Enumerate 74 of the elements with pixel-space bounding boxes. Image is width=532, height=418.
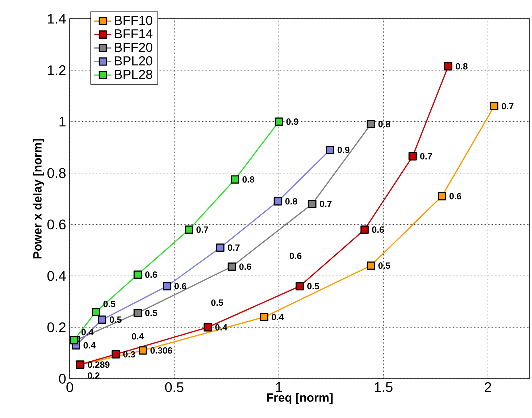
legend-label: BFF20 bbox=[115, 42, 153, 52]
annotation: 0.4 bbox=[272, 314, 284, 320]
annotation: 0.4 bbox=[84, 342, 96, 349]
annotation: 0.7 bbox=[502, 103, 514, 110]
point bbox=[134, 309, 142, 318]
point bbox=[163, 282, 172, 291]
legend-label: BFF14 bbox=[115, 30, 153, 39]
x-tick-label: 1.5 bbox=[375, 382, 393, 392]
point bbox=[112, 350, 120, 359]
point bbox=[228, 262, 236, 272]
y-tick-label: 0.8 bbox=[48, 168, 66, 178]
x-tick-label: 0.5 bbox=[165, 382, 184, 392]
y-tick-label: 1 bbox=[60, 117, 66, 127]
annotation: 0.7 bbox=[420, 153, 432, 160]
annotation: 0.4 bbox=[132, 333, 144, 340]
point bbox=[326, 146, 334, 154]
annotation: 0.7 bbox=[320, 200, 332, 208]
y-tick-label: 0.4 bbox=[48, 271, 66, 282]
annotation: 0.5 bbox=[308, 283, 320, 290]
y-tick-label: 1.4 bbox=[48, 14, 66, 24]
point bbox=[185, 226, 194, 234]
annotation: 0.9 bbox=[286, 118, 298, 126]
point bbox=[490, 102, 499, 111]
point bbox=[231, 176, 240, 184]
legend-label: BPL20 bbox=[115, 56, 153, 66]
point bbox=[296, 282, 304, 291]
legend-label: BFF10 bbox=[115, 16, 153, 26]
annotation: 0.8 bbox=[242, 176, 255, 183]
point bbox=[260, 313, 269, 322]
annotation: 0.7 bbox=[228, 244, 240, 252]
point bbox=[360, 226, 369, 234]
point bbox=[366, 262, 376, 270]
point bbox=[98, 316, 107, 324]
point bbox=[139, 346, 148, 355]
point bbox=[408, 152, 418, 161]
annotation: 0.306 bbox=[150, 348, 172, 354]
point bbox=[366, 120, 376, 129]
annotation: 0.6 bbox=[146, 272, 158, 278]
annotation: 0.6 bbox=[290, 252, 302, 260]
x-tick-label: 0 bbox=[66, 382, 74, 392]
point bbox=[438, 192, 446, 201]
point bbox=[92, 308, 100, 316]
y-tick-label: 1.2 bbox=[48, 66, 66, 76]
annotation: 0.5 bbox=[378, 262, 390, 270]
point bbox=[274, 118, 284, 126]
point bbox=[274, 197, 282, 206]
annotation: 0.2 bbox=[88, 372, 100, 380]
annotation: 0.8 bbox=[456, 63, 468, 70]
point bbox=[134, 270, 142, 279]
y-axis-title: Power x delay [norm] bbox=[33, 139, 44, 259]
annotation: 0.8 bbox=[378, 121, 390, 128]
annotation: 0.5 bbox=[212, 300, 224, 306]
annotation: 0.6 bbox=[372, 226, 384, 234]
annotation: 0.5 bbox=[146, 310, 158, 316]
annotation: 0.7 bbox=[196, 226, 208, 234]
annotation: 0.9 bbox=[338, 146, 350, 154]
point bbox=[216, 244, 225, 252]
point bbox=[444, 62, 453, 71]
legend-label: BPL28 bbox=[115, 70, 152, 80]
annotation: 0.4 bbox=[82, 329, 94, 336]
y-tick-label: 0 bbox=[59, 374, 66, 384]
point bbox=[308, 200, 317, 208]
annotation: 0.6 bbox=[240, 264, 252, 270]
annotation: 0.8 bbox=[286, 198, 298, 205]
annotation: 0.6 bbox=[450, 193, 462, 200]
x-axis-title: Freq [norm] bbox=[267, 393, 333, 404]
annotation: 0.5 bbox=[110, 316, 122, 324]
y-tick-label: 0.2 bbox=[48, 322, 66, 333]
annotation: 0.6 bbox=[174, 283, 187, 290]
annotation: 0.289 bbox=[88, 362, 110, 368]
x-tick-label: 2 bbox=[485, 382, 492, 392]
y-tick-label: 0.6 bbox=[48, 220, 66, 230]
point bbox=[204, 323, 212, 332]
x-tick-label: 1 bbox=[276, 382, 282, 392]
